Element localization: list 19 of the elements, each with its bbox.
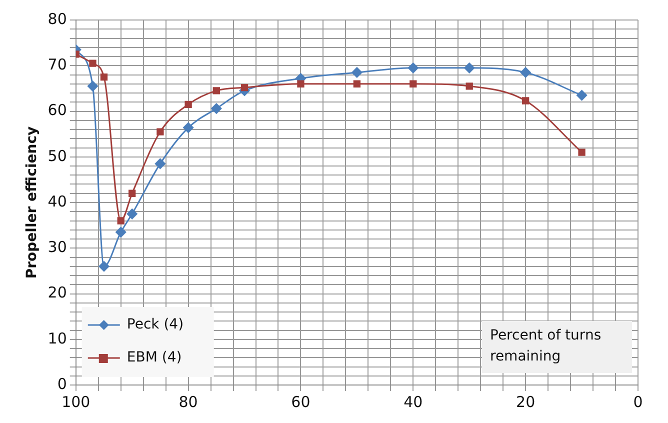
y-tick-label: 10 (48, 329, 67, 348)
y-tick-label: 60 (48, 101, 67, 120)
x-axis-title: Percent of turns remaining (490, 328, 602, 365)
legend-label: EBM (4) (126, 350, 182, 366)
x-tick-label: 60 (291, 392, 310, 411)
y-axis-title: Propeller efficiency (24, 126, 40, 279)
y-tick-label: 30 (48, 238, 67, 256)
y-tick-label: 20 (48, 284, 67, 302)
x-tick-label: 80 (178, 392, 198, 411)
y-tick-label: 50 (48, 146, 67, 165)
legend-label: Peck (4) (126, 316, 184, 333)
y-tick-label: 70 (48, 56, 67, 74)
x-tick-label: 20 (516, 392, 536, 411)
y-tick-label: 80 (48, 10, 67, 28)
x-tick-label: 100 (62, 392, 90, 411)
y-tick-label: 0 (57, 374, 67, 393)
x-tick-label: 40 (404, 392, 423, 411)
y-tick-label: 40 (48, 192, 67, 210)
x-tick-label: 0 (633, 392, 643, 411)
